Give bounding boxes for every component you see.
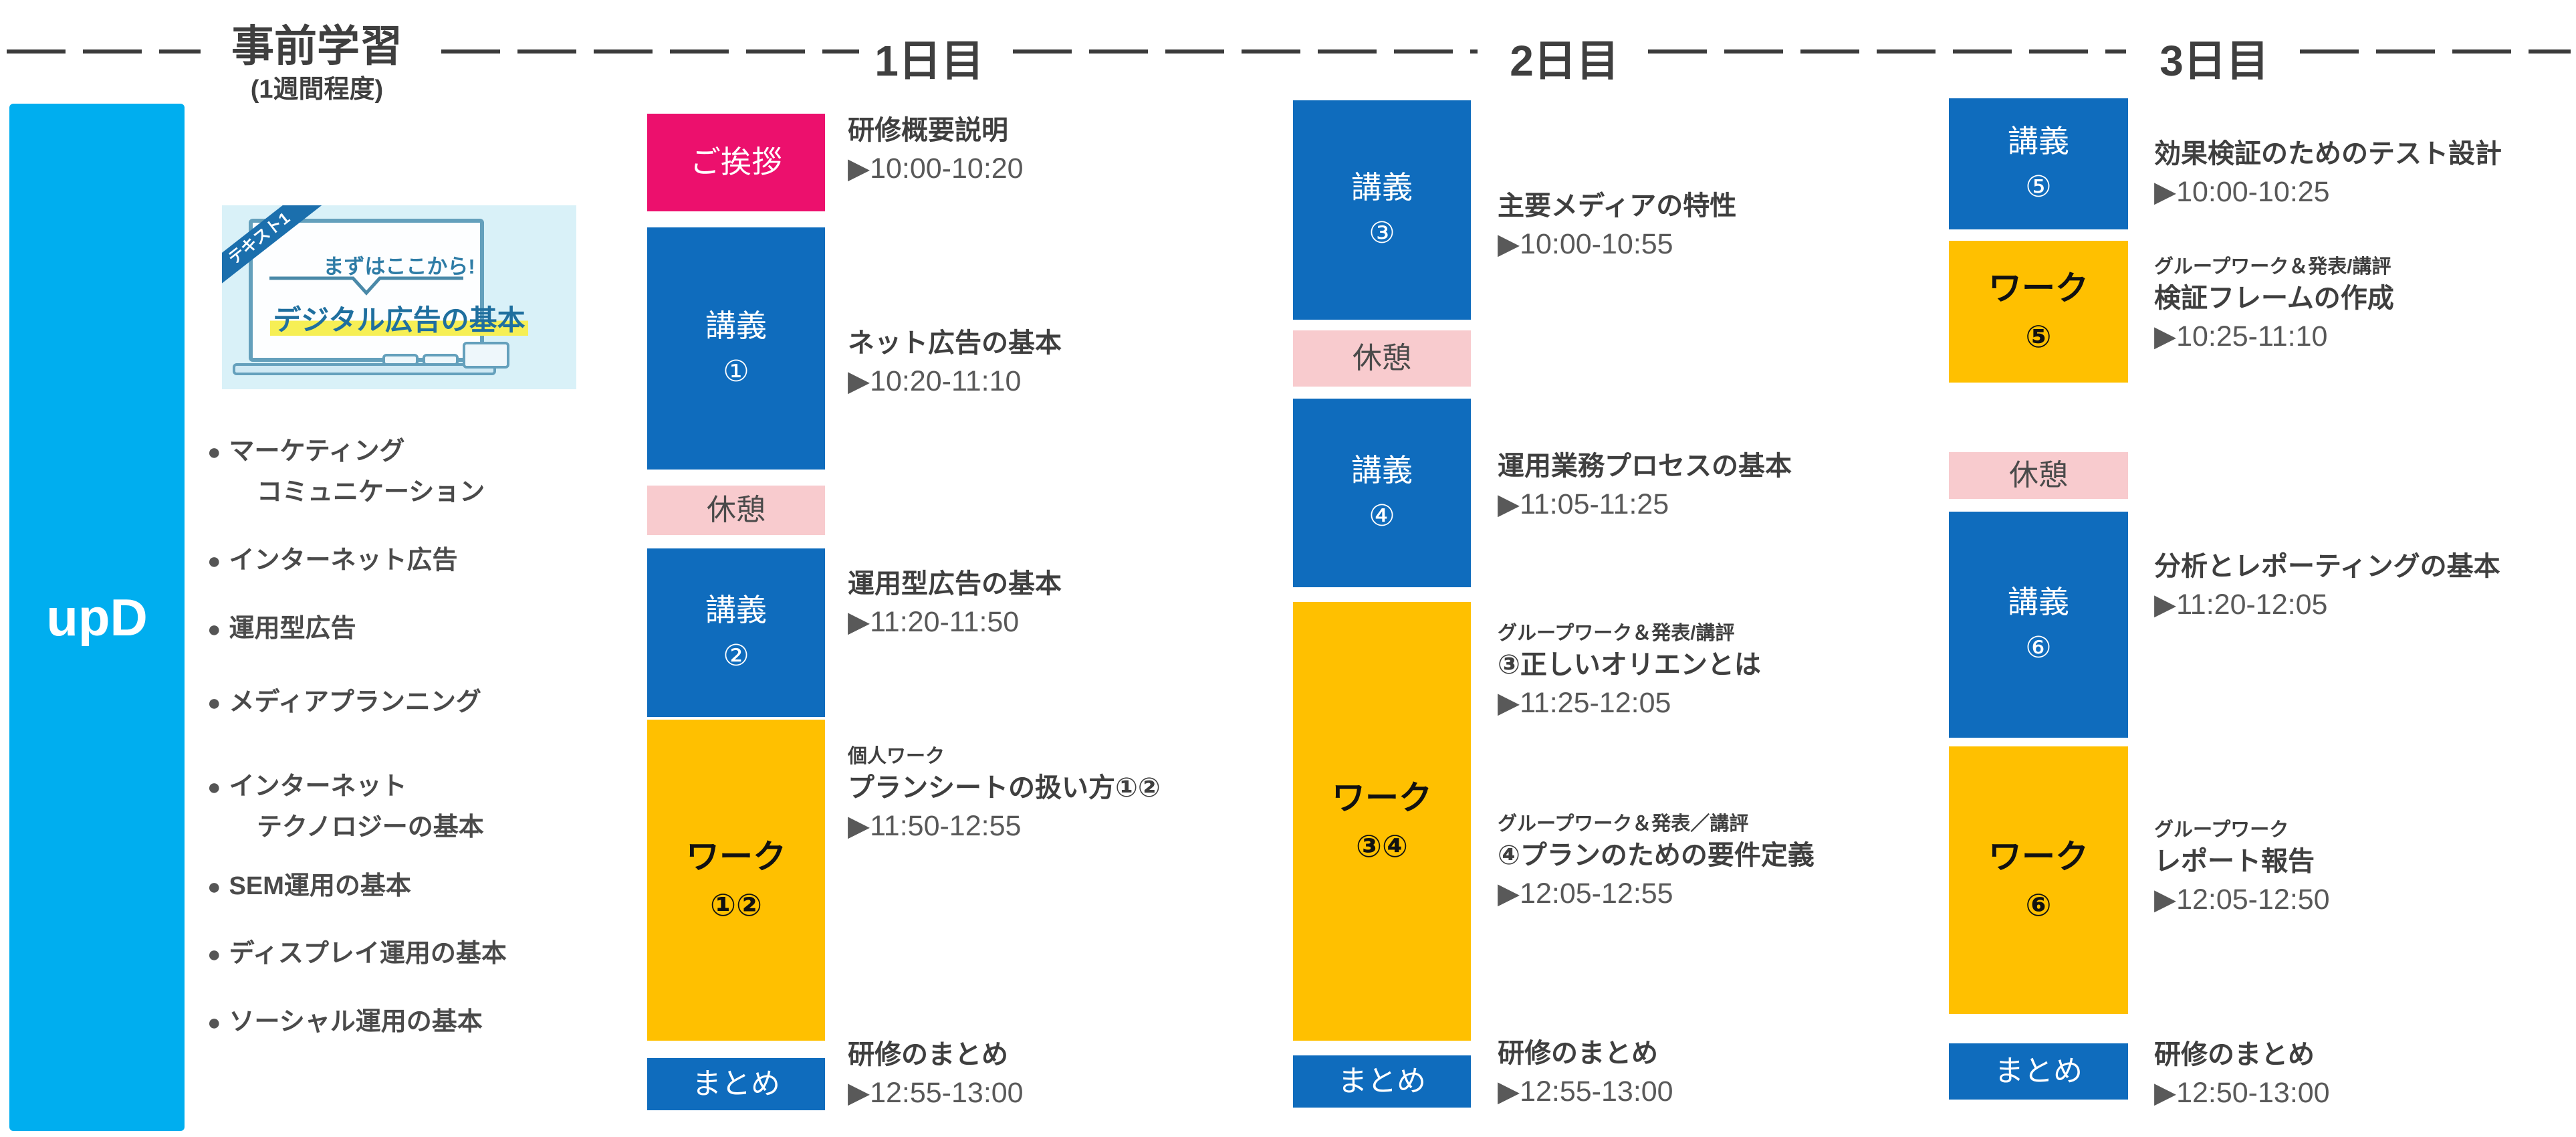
marker-icon: [423, 354, 459, 366]
bullet-icon: ●: [207, 548, 221, 574]
day3-work5-block: ワーク ⑤: [1949, 241, 2128, 383]
header-divider-line: [7, 49, 201, 54]
day2-lecture4-block: 講義 ④: [1293, 399, 1471, 587]
day1-lecture1-block: 講義 ①: [647, 227, 825, 470]
day2-session-2: 運用業務プロセスの基本 ▶11:05-11:25: [1498, 451, 1792, 520]
eraser-icon: [463, 342, 509, 369]
day3-session-5: 研修のまとめ ▶12:50-13:00: [2154, 1040, 2330, 1109]
day2-summary-block: まとめ: [1293, 1055, 1471, 1108]
bullet-icon: ●: [207, 617, 221, 642]
day2-session-1: 主要メディアの特性 ▶10:00-10:55: [1498, 191, 1737, 260]
day1-lecture2-block: 講義 ②: [647, 548, 825, 717]
day2-session-4: グループワーク＆発表／講評 ④プランのための要件定義 ▶12:05-12:55: [1498, 813, 1814, 910]
day3-session-2: グループワーク＆発表/講評 検証フレームの作成 ▶10:25-11:10: [2154, 256, 2394, 353]
day1-session-4: 個人ワーク プランシートの扱い方①② ▶11:50-12:55: [848, 746, 1161, 843]
day3-work6-block: ワーク ⑥: [1949, 746, 2128, 1014]
list-item: ● ディスプレイ運用の基本: [207, 940, 507, 968]
header-divider-line: [441, 49, 859, 54]
day1-session-3: 運用型広告の基本 ▶11:20-11:50: [848, 569, 1062, 638]
day2-title: 2日目: [1510, 37, 1619, 85]
day1-session-1: 研修概要説明 ▶10:00-10:20: [848, 116, 1024, 185]
upd-logo: upD: [9, 104, 185, 1131]
day3-break-block: 休憩: [1949, 452, 2128, 499]
header-divider-line: [2300, 49, 2571, 54]
whiteboard-tray: [233, 363, 496, 375]
day3-session-3: 分析とレポーティングの基本 ▶11:20-12:05: [2154, 552, 2500, 621]
list-item: ● ソーシャル運用の基本: [207, 1008, 483, 1036]
textbook-catchphrase: まずはここから!: [323, 255, 475, 278]
day2-break-block: 休憩: [1293, 330, 1471, 387]
list-item: ● 運用型広告: [207, 615, 356, 643]
day1-work-block: ワーク ①②: [647, 720, 825, 1041]
day3-title: 3日目: [2159, 37, 2269, 85]
whiteboard-illustration: [249, 219, 484, 362]
day3-summary-block: まとめ: [1949, 1043, 2128, 1100]
day3-session-4: グループワーク レポート報告 ▶12:05-12:50: [2154, 819, 2330, 916]
day1-summary-block: まとめ: [647, 1058, 825, 1110]
day2-lecture3-block: 講義 ③: [1293, 100, 1471, 320]
day1-break-block: 休憩: [647, 486, 825, 535]
header-divider-line: [1013, 49, 1478, 54]
pre-learning-title: 事前学習: [231, 22, 402, 70]
textbook-title: デジタル広告の基本: [222, 298, 576, 338]
day1-session-2: ネット広告の基本 ▶10:20-11:10: [848, 328, 1062, 397]
day2-session-3: グループワーク＆発表/講評 ③正しいオリエンとは ▶11:25-12:05: [1498, 623, 1761, 720]
bullet-icon: ●: [207, 942, 221, 967]
bullet-icon: ●: [207, 774, 221, 800]
day3-session-1: 効果検証のためのテスト設計 ▶10:00-10:25: [2154, 139, 2502, 208]
header-divider-line: [1648, 49, 2126, 54]
day1-title: 1日目: [874, 37, 984, 85]
list-item: ● インターネット広告: [207, 546, 458, 575]
list-item: ● メディアプランニング: [207, 688, 481, 716]
bullet-icon: ●: [207, 690, 221, 716]
day1-greeting-block: ご挨拶: [647, 114, 825, 211]
pre-learning-duration: (1週間程度): [250, 76, 384, 104]
day3-lecture6-block: 講義 ⑥: [1949, 512, 2128, 738]
textbook-thumbnail: まずはここから! デジタル広告の基本 テキスト1: [222, 205, 576, 389]
day1-session-5: 研修のまとめ ▶12:55-13:00: [848, 1040, 1024, 1109]
day3-lecture5-block: 講義 ⑤: [1949, 98, 2128, 229]
marker-icon: [382, 354, 419, 366]
bullet-icon: ●: [207, 439, 221, 465]
underline-notch-icon: [269, 276, 463, 296]
bullet-icon: ●: [207, 874, 221, 900]
list-item: ● マーケティング コミュニケーション: [207, 437, 485, 506]
list-item: ● インターネット テクノロジーの基本: [207, 772, 484, 841]
day2-work-block: ワーク ③④: [1293, 602, 1471, 1041]
list-item: ● SEM運用の基本: [207, 872, 411, 900]
bullet-icon: ●: [207, 1010, 221, 1035]
day2-session-5: 研修のまとめ ▶12:55-13:00: [1498, 1039, 1673, 1108]
